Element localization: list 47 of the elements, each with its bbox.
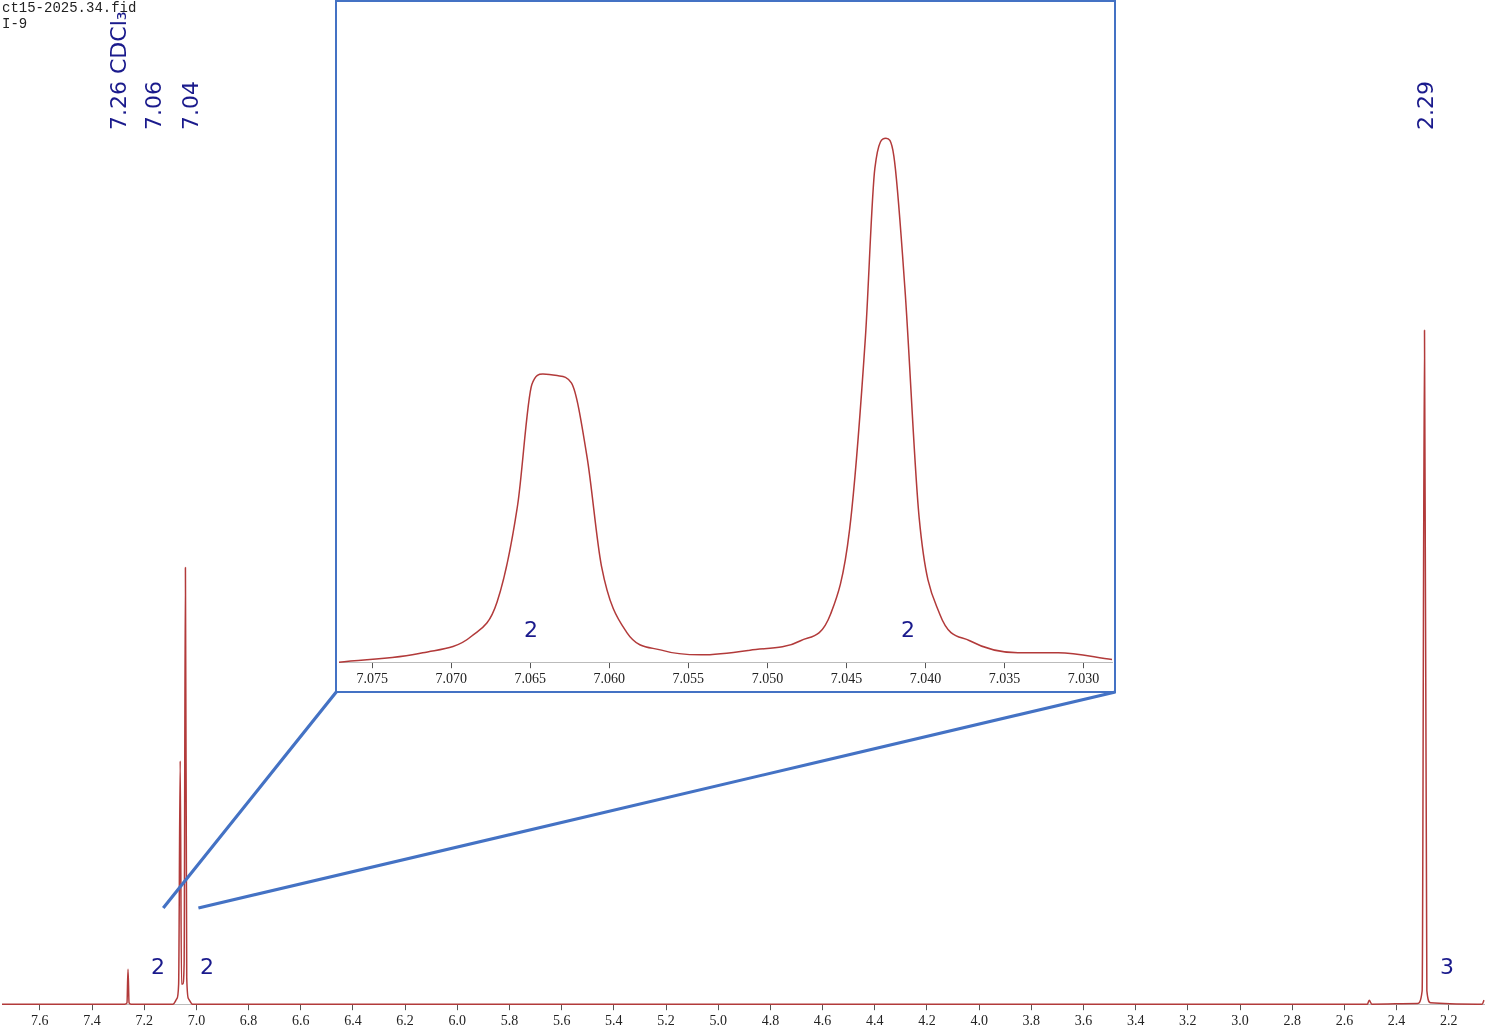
x-tick-label: 6.0 (448, 1013, 467, 1029)
x-tick-label: 2.8 (1283, 1013, 1301, 1029)
x-tick-label: 6.8 (239, 1013, 258, 1029)
x-tick-label: 5.0 (709, 1013, 727, 1029)
text: 7.06 (140, 81, 166, 130)
x-tick-label: 7.060 (593, 671, 626, 687)
annotation: 2 (901, 616, 915, 642)
x-tick-label: 3.4 (1126, 1013, 1145, 1029)
x-tick-label: 7.0 (187, 1013, 206, 1029)
x-tick-label: 5.4 (605, 1013, 623, 1029)
x-tick-label: 7.030 (1067, 671, 1100, 687)
x-tick-label: 7.6 (31, 1013, 49, 1029)
annotation: 3 (1440, 953, 1454, 979)
chart-subtitle: I-9 (2, 16, 28, 32)
x-tick-label: 7.055 (672, 671, 705, 687)
x-tick-label: 3.6 (1074, 1013, 1093, 1029)
x-tick-label: 4.6 (813, 1013, 832, 1029)
x-tick-label: 7.040 (909, 671, 942, 687)
x-tick-label: 3.2 (1179, 1013, 1197, 1029)
x-tick-label: 2.6 (1335, 1013, 1354, 1029)
x-tick-label: 6.4 (344, 1013, 362, 1029)
text: 7.04 (177, 81, 203, 130)
x-tick-label: 6.2 (396, 1013, 414, 1029)
x-tick-label: 3.0 (1231, 1013, 1249, 1029)
x-tick-label: 7.045 (830, 671, 863, 687)
x-tick-label: 4.2 (918, 1013, 936, 1029)
x-tick-label: 3.8 (1022, 1013, 1041, 1029)
annotation: 2 (524, 616, 538, 642)
annotation: 2 (200, 953, 214, 979)
x-tick-label: 7.070 (435, 671, 467, 687)
x-tick-label: 2.2 (1440, 1013, 1458, 1029)
x-tick-label: 5.8 (500, 1013, 519, 1029)
x-tick-label: 7.065 (514, 671, 547, 687)
x-tick-label: 5.2 (657, 1013, 675, 1029)
x-tick-label: 7.2 (135, 1013, 153, 1029)
x-tick-label: 4.4 (866, 1013, 884, 1029)
annotation: 2 (151, 953, 165, 979)
x-tick-label: 4.8 (761, 1013, 780, 1029)
x-tick-label: 7.050 (751, 671, 784, 687)
x-tick-label: 2.4 (1387, 1013, 1406, 1029)
x-tick-label: 7.075 (356, 671, 388, 687)
text: 2.29 (1412, 81, 1438, 130)
x-tick-label: 6.6 (292, 1013, 310, 1029)
x-tick-label: 7.4 (83, 1013, 101, 1029)
x-tick-label: 5.6 (552, 1013, 571, 1029)
x-tick-label: 7.035 (988, 671, 1021, 687)
x-tick-label: 4.0 (970, 1013, 988, 1029)
